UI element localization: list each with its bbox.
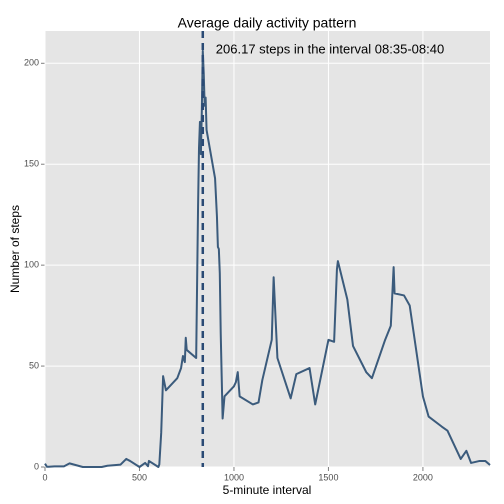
chart-title: Average daily activity pattern [178, 15, 357, 31]
x-axis-label: 5-minute interval [223, 483, 312, 497]
annotation: 206.17 steps in the interval 08:35-08:40 [216, 41, 444, 56]
x-tick-label: 500 [132, 472, 147, 482]
panel [45, 31, 490, 467]
x-tick-label: 1500 [318, 472, 338, 482]
y-tick-label: 150 [24, 159, 39, 169]
y-axis-label: Number of steps [8, 205, 22, 293]
x-tick-label: 2000 [413, 472, 433, 482]
x-tick-label: 0 [42, 472, 47, 482]
y-tick-label: 0 [34, 461, 39, 471]
x-tick-label: 1000 [224, 472, 244, 482]
y-tick-label: 50 [29, 360, 39, 370]
y-tick-label: 200 [24, 58, 39, 68]
data-line [44, 49, 491, 468]
y-tick-label: 100 [24, 260, 39, 270]
